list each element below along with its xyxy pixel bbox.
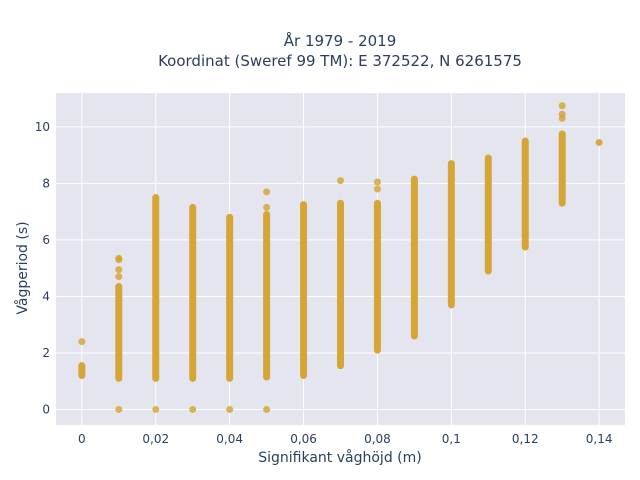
y-tick-label: 8: [42, 176, 50, 190]
data-point: [189, 405, 197, 413]
data-point: [558, 102, 566, 110]
y-tick-label: 6: [42, 233, 50, 247]
x-tick-label: 0,02: [142, 432, 169, 446]
data-point: [373, 178, 381, 186]
x-tick-label: 0: [78, 432, 86, 446]
data-point: [226, 405, 234, 413]
data-point: [115, 254, 123, 262]
y-axis-title: Vågperiod (s): [14, 221, 31, 314]
data-point: [558, 110, 566, 118]
x-tick-label: 0,12: [512, 432, 539, 446]
x-tick-label: 0,1: [442, 432, 461, 446]
x-tick-label: 0,14: [586, 432, 613, 446]
x-tick-label: 0,06: [290, 432, 317, 446]
x-axis-ticks: 0 0,02 0,04 0,06 0,08 0,1 0,12 0,14: [78, 432, 612, 446]
data-point: [152, 405, 160, 413]
data-point: [263, 203, 271, 211]
y-tick-label: 0: [42, 402, 50, 416]
x-axis-title: Signifikant våghöjd (m): [258, 449, 421, 466]
data-point: [78, 338, 86, 346]
data-point: [263, 405, 271, 413]
data-point: [115, 266, 123, 274]
y-tick-label: 10: [35, 120, 50, 134]
data-point: [263, 188, 271, 196]
chart-title-line1: År 1979 - 2019: [284, 31, 397, 50]
y-axis-ticks: 0 2 4 6 8 10: [35, 120, 50, 417]
x-tick-label: 0,04: [216, 432, 243, 446]
chart-title-line2: Koordinat (Sweref 99 TM): E 372522, N 62…: [158, 52, 522, 70]
y-tick-label: 2: [42, 346, 50, 360]
data-point: [337, 177, 344, 185]
data-point: [115, 273, 123, 281]
x-tick-label: 0,08: [364, 432, 391, 446]
data-point: [373, 185, 381, 193]
y-tick-label: 4: [42, 289, 50, 303]
data-points: [78, 102, 603, 413]
data-point: [115, 405, 123, 413]
data-point: [595, 138, 603, 146]
